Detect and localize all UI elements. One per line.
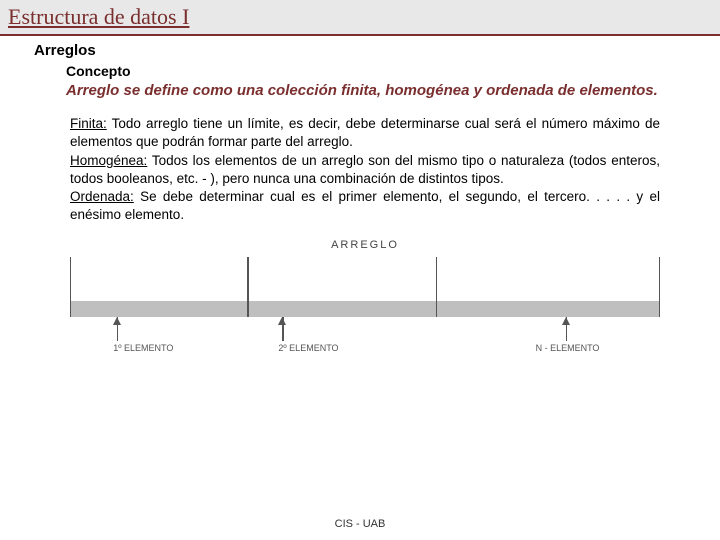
term-homogenea: Homogénea: — [70, 153, 147, 168]
arrow-2 — [282, 317, 283, 341]
arrow-3-label: N - ELEMENTO — [536, 343, 600, 353]
definition-text: Arreglo se define como una colección fin… — [0, 79, 720, 101]
section-heading: Arreglos — [0, 36, 720, 61]
diagram-divider-2 — [436, 257, 437, 317]
diagram-box — [70, 257, 660, 317]
term-ordenada-text: Se debe determinar cual es el primer ele… — [70, 189, 660, 222]
array-diagram: ARREGLO 1º ELEMENTO 2º ELEMENTO N - ELEM… — [70, 239, 660, 361]
diagram-band — [71, 301, 659, 317]
diagram-divider-1 — [247, 257, 248, 317]
footer-text: CIS - UAB — [0, 518, 720, 530]
title-bar: Estructura de datos I — [0, 0, 720, 36]
term-finita: Finita: — [70, 116, 107, 131]
term-homogenea-text: Todos los elementos de un arreglo son de… — [70, 153, 660, 186]
arrow-1-label: 1º ELEMENTO — [113, 343, 173, 353]
arrow-1 — [117, 317, 118, 341]
arrow-row: 1º ELEMENTO 2º ELEMENTO N - ELEMENTO — [70, 317, 660, 361]
concept-heading: Concepto — [0, 61, 720, 79]
diagram-title: ARREGLO — [70, 239, 660, 251]
page-title: Estructura de datos I — [8, 4, 712, 30]
term-ordenada: Ordenada: — [70, 189, 134, 204]
arrow-3 — [566, 317, 567, 341]
term-finita-text: Todo arreglo tiene un límite, es decir, … — [70, 116, 660, 149]
arrow-2-label: 2º ELEMENTO — [278, 343, 338, 353]
body-text: Finita: Todo arreglo tiene un límite, es… — [0, 101, 720, 224]
